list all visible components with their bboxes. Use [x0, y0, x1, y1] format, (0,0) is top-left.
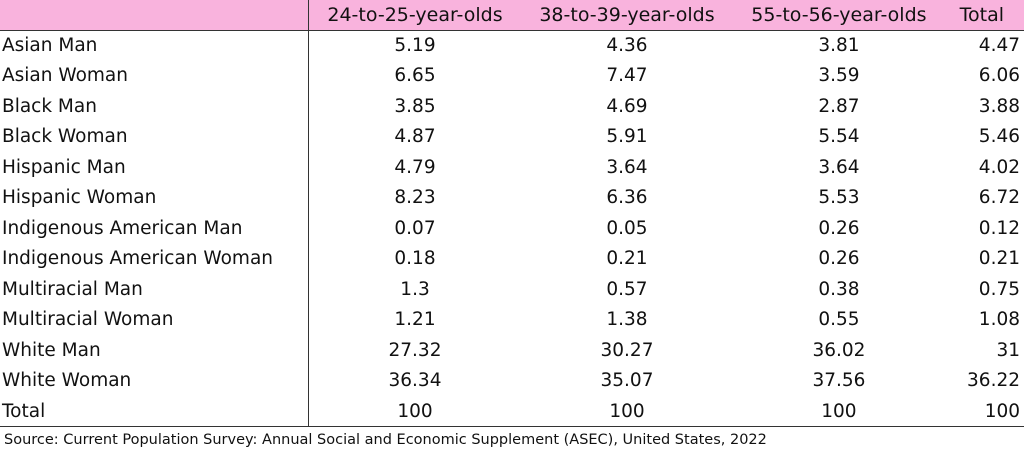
table-cell: 6.06	[978, 65, 1020, 87]
table-cell: 0.21	[606, 248, 648, 270]
row-label: Total	[0, 396, 309, 427]
column-header: 55-to-56-year-olds	[751, 3, 927, 26]
table-cell: 3.64	[606, 156, 648, 178]
table-row: Asian Woman 6.65 7.47 3.59 6.06	[0, 60, 1024, 91]
header-cell-blank	[0, 0, 309, 30]
table-cell: 27.32	[388, 339, 442, 361]
table-cell: 100	[821, 400, 857, 422]
data-table: 24-to-25-year-olds 38-to-39-year-olds 55-t…	[0, 0, 1024, 427]
table-cell: 100	[397, 400, 433, 422]
table-cell: 5.91	[606, 126, 648, 148]
table-cell: 1.38	[606, 309, 648, 331]
row-label: White Man	[0, 335, 309, 366]
table-cell: 1.08	[978, 309, 1020, 331]
table-cell: 4.87	[394, 126, 436, 148]
row-label: Indigenous American Woman	[0, 243, 309, 274]
table-row: Asian Man 5.19 4.36 3.81 4.47	[0, 30, 1024, 61]
table-cell: 7.47	[606, 65, 648, 87]
table-cell: 0.75	[978, 278, 1020, 300]
table-row: White Woman 36.34 35.07 37.56 36.22	[0, 365, 1024, 396]
table-cell: 0.26	[818, 248, 860, 270]
table-cell: 3.81	[818, 35, 860, 56]
table-row: Black Man 3.85 4.69 2.87 3.88	[0, 91, 1024, 122]
row-label: Multiracial Woman	[0, 304, 309, 335]
row-label: Multiracial Man	[0, 274, 309, 305]
row-label: Hispanic Man	[0, 152, 309, 183]
table-row: Hispanic Woman 8.23 6.36 5.53 6.72	[0, 182, 1024, 213]
table-cell: 0.07	[394, 217, 436, 239]
table-cell: 5.54	[818, 126, 860, 148]
header-row: 24-to-25-year-olds 38-to-39-year-olds 55-t…	[0, 0, 1024, 30]
column-header: 24-to-25-year-olds	[327, 3, 503, 26]
table-cell: 4.02	[978, 156, 1020, 178]
table-cell: 3.85	[394, 95, 436, 117]
row-label: Indigenous American Man	[0, 213, 309, 244]
table-cell: 4.36	[606, 35, 648, 56]
row-label: White Woman	[0, 365, 309, 396]
table-cell: 6.72	[978, 187, 1020, 209]
row-label: Asian Man	[0, 30, 309, 61]
table-cell: 100	[609, 400, 645, 422]
table-cell: 36.02	[812, 339, 866, 361]
table-cell: 3.88	[978, 95, 1020, 117]
table-row: Multiracial Man 1.3 0.57 0.38 0.75	[0, 274, 1024, 305]
row-label: Hispanic Woman	[0, 182, 309, 213]
table-row: Hispanic Man 4.79 3.64 3.64 4.02	[0, 152, 1024, 183]
table-body: Asian Man 5.19 4.36 3.81 4.47 Asian Woman 6.65…	[0, 30, 1024, 427]
table-cell: 0.57	[606, 278, 648, 300]
table-cell: 6.36	[606, 187, 648, 209]
row-label: Black Man	[0, 91, 309, 122]
table-row: White Man 27.32 30.27 36.02 31	[0, 335, 1024, 366]
table-row: Total 100 100 100 100	[0, 396, 1024, 427]
table-cell: 6.65	[394, 65, 436, 87]
column-header: 38-to-39-year-olds	[539, 3, 715, 26]
table-cell: 5.19	[394, 35, 436, 56]
table-cell: 8.23	[394, 187, 436, 209]
table-cell: 4.47	[978, 35, 1020, 56]
table-cell: 31	[996, 339, 1020, 361]
table-cell: 5.46	[978, 126, 1020, 148]
table-cell: 0.18	[394, 248, 436, 270]
table-cell: 100	[984, 400, 1020, 422]
row-label: Black Woman	[0, 121, 309, 152]
table-cell: 0.05	[606, 217, 648, 239]
table-cell: 0.55	[818, 309, 860, 331]
table-cell: 1.3	[400, 278, 430, 300]
table-cell: 30.27	[600, 339, 654, 361]
table-cell: 37.56	[812, 370, 866, 392]
table-cell: 0.21	[978, 248, 1020, 270]
table-cell: 0.38	[818, 278, 860, 300]
table-cell: 0.26	[818, 217, 860, 239]
table-row: Indigenous American Woman 0.18 0.21 0.26 0.2…	[0, 243, 1024, 274]
column-header: Total	[959, 3, 1004, 26]
table-cell: 5.53	[818, 187, 860, 209]
table-row: Black Woman 4.87 5.91 5.54 5.46	[0, 121, 1024, 152]
table-cell: 3.64	[818, 156, 860, 178]
table-row: Indigenous American Man 0.07 0.05 0.26 0.12	[0, 213, 1024, 244]
table-cell: 0.12	[978, 217, 1020, 239]
table-cell: 2.87	[818, 95, 860, 117]
source-note: Source: Current Population Survey: Annua…	[4, 432, 767, 448]
table-cell: 35.07	[600, 370, 654, 392]
table-cell: 4.79	[394, 156, 436, 178]
table-cell: 36.22	[967, 370, 1020, 392]
table-cell: 3.59	[818, 65, 860, 87]
row-label: Asian Woman	[0, 60, 309, 91]
table-cell: 4.69	[606, 95, 648, 117]
table-cell: 1.21	[394, 309, 436, 331]
table-row: Multiracial Woman 1.21 1.38 0.55 1.08	[0, 304, 1024, 335]
table-cell: 36.34	[388, 370, 442, 392]
